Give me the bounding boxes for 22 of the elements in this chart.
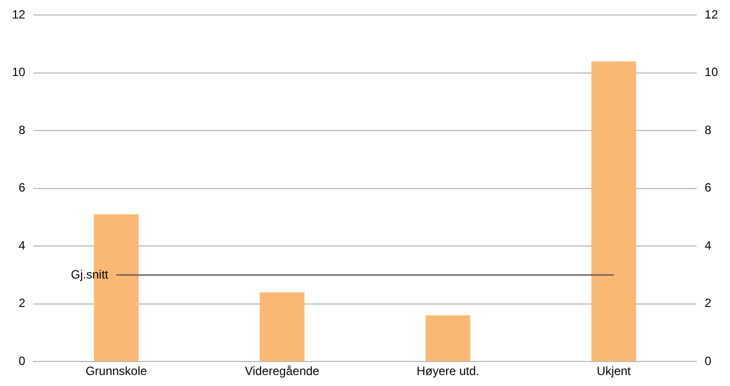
y-tick-label: 0 [18, 354, 26, 368]
y2-tick-label: 8 [704, 122, 712, 137]
y-tick-label: 12 [12, 8, 26, 22]
y2-tick-label: 2 [704, 296, 712, 310]
x-tick-label: Videregående [244, 364, 320, 378]
y-tick-label: 2 [18, 296, 26, 310]
ref-line-label: Gj.snitt [70, 267, 109, 282]
y2-tick-label: 0 [704, 354, 712, 368]
y-tick-label: 8 [18, 122, 26, 137]
x-tick-label: Høyere utd. [416, 364, 480, 378]
y-tick-label: 6 [18, 180, 26, 195]
y-tick-label: 10 [12, 65, 26, 80]
y2-tick-label: 12 [704, 8, 718, 22]
y2-tick-label: 6 [704, 180, 712, 195]
bar [426, 315, 470, 362]
x-tick-label: Grunnskole [86, 364, 148, 378]
bar [591, 61, 636, 362]
y-tick-label: 4 [18, 238, 26, 252]
bar [260, 292, 304, 362]
y2-tick-label: 4 [704, 238, 712, 252]
x-tick-label: Ukjent [596, 364, 632, 378]
y2-tick-label: 10 [704, 65, 718, 80]
